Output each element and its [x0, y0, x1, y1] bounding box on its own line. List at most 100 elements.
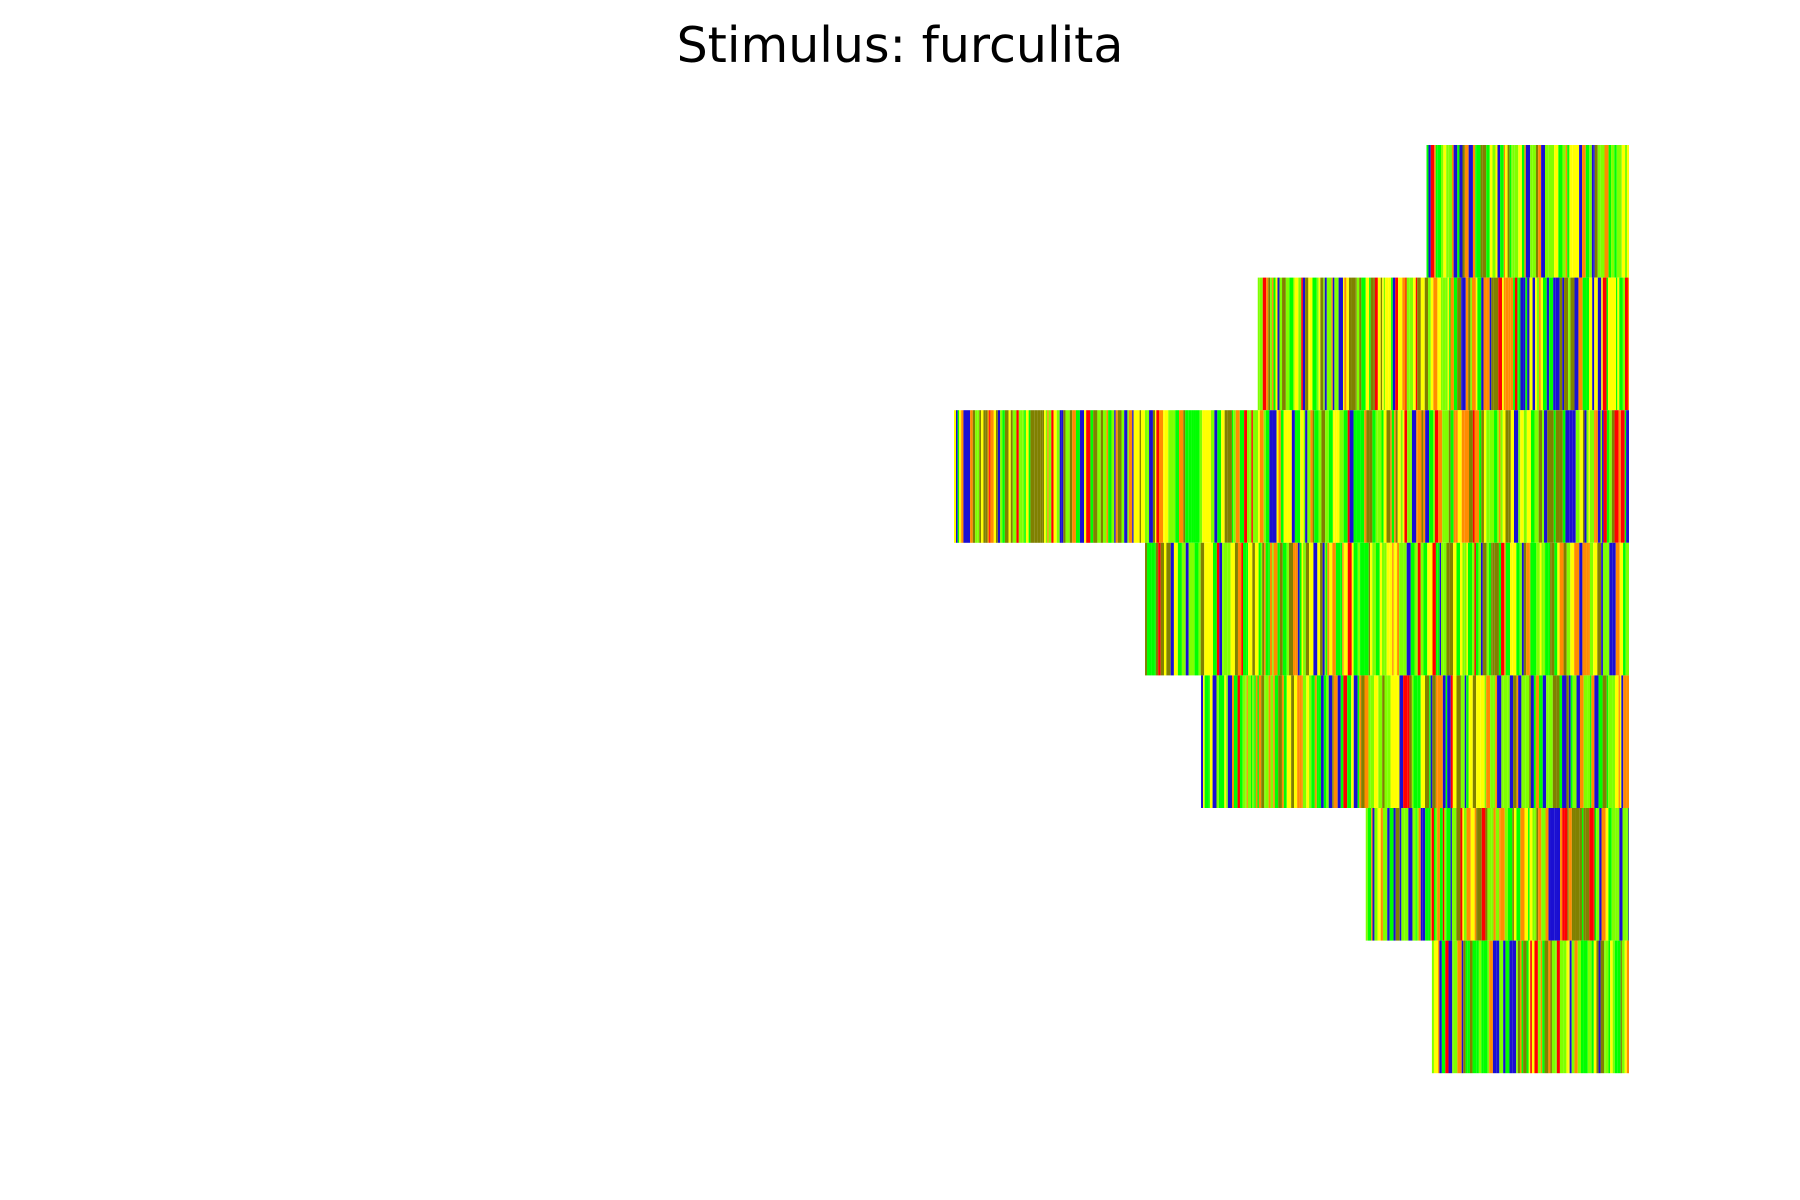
raster-stripe — [1589, 410, 1595, 543]
raster-stripe — [1370, 542, 1373, 676]
raster-stripe — [1544, 410, 1548, 543]
raster-stripe — [1608, 277, 1613, 411]
raster-stripe — [1237, 675, 1240, 808]
raster-stripe — [1287, 410, 1292, 543]
raster-stripe — [1626, 940, 1629, 1074]
raster-stripe — [1555, 940, 1557, 1074]
raster-stripe — [1508, 410, 1511, 543]
raster-stripe — [1364, 675, 1369, 808]
raster-stripe — [1343, 542, 1346, 676]
raster-stripe — [1497, 675, 1502, 808]
raster-stripe — [1353, 542, 1358, 676]
raster-stripe — [1241, 542, 1243, 676]
raster-stripe — [1356, 410, 1361, 543]
raster-stripe — [997, 410, 1001, 543]
raster-stripe — [1100, 410, 1103, 543]
raster-stripe — [1483, 940, 1488, 1074]
raster-stripe — [1208, 675, 1210, 808]
raster-stripe — [1483, 410, 1487, 543]
raster-stripe — [1568, 675, 1571, 808]
raster-stripe — [1562, 410, 1566, 543]
raster-stripe — [1420, 675, 1425, 808]
raster-stripe — [1480, 542, 1483, 676]
raster-stripe — [1450, 808, 1452, 941]
raster-stripe — [1592, 277, 1595, 411]
raster-stripe — [1258, 542, 1261, 676]
raster-stripe — [1523, 410, 1527, 543]
raster-stripe — [1620, 410, 1625, 543]
raster-stripe — [1465, 277, 1469, 411]
raster-stripe — [1609, 542, 1613, 676]
raster-stripe — [1575, 410, 1580, 543]
raster-stripe — [1103, 410, 1107, 543]
raster-stripe — [1383, 410, 1387, 543]
raster-stripe — [1234, 542, 1238, 676]
raster-stripe — [1463, 940, 1466, 1074]
raster-stripe — [1047, 410, 1049, 543]
raster-stripe — [1481, 410, 1484, 543]
raster-stripe — [1619, 277, 1623, 411]
raster-stripe — [1475, 277, 1478, 411]
raster-stripe — [1252, 675, 1255, 808]
raster-stripe — [1421, 410, 1424, 543]
raster-stripe — [1538, 145, 1542, 278]
raster-stripe — [1516, 542, 1520, 676]
raster-stripe — [1016, 410, 1019, 543]
raster-stripe — [1585, 145, 1590, 278]
raster-stripe — [1614, 675, 1619, 808]
raster-stripe — [1360, 410, 1365, 543]
raster-stripe — [1037, 410, 1041, 543]
raster-stripe — [1574, 542, 1577, 676]
raster-stripe — [1442, 808, 1445, 941]
raster-stripe — [1320, 277, 1324, 411]
raster-stripe — [1357, 675, 1360, 808]
raster-stripe — [1407, 675, 1410, 808]
raster-stripe — [1345, 542, 1348, 676]
raster-stripe — [1303, 410, 1306, 543]
raster-stripe — [956, 410, 958, 543]
raster-stripe — [1576, 675, 1580, 808]
raster-stripe — [1154, 542, 1156, 676]
raster-stripe — [1343, 410, 1348, 543]
raster-stripe — [1399, 542, 1404, 676]
raster-stripe — [1572, 675, 1577, 808]
raster-stripe — [1505, 410, 1509, 543]
raster-stripe — [1347, 410, 1350, 543]
raster-stripe — [1456, 675, 1461, 808]
raster-stripe — [1404, 808, 1409, 941]
raster-stripe — [1375, 410, 1378, 543]
raster-stripe — [1450, 277, 1454, 411]
raster-stripe — [1481, 277, 1484, 411]
raster-stripe — [1403, 542, 1407, 676]
raster-stripe — [1268, 675, 1271, 808]
raster-stripe — [1163, 410, 1165, 543]
raster-stripe — [1621, 675, 1624, 808]
raster-stripe — [1620, 940, 1622, 1074]
raster-stripe — [1195, 410, 1200, 543]
raster-stripe — [1351, 277, 1356, 411]
raster-stripe — [1518, 277, 1521, 411]
raster-stripe — [1297, 675, 1300, 808]
raster-stripe — [1403, 675, 1408, 808]
raster-stripe — [1297, 542, 1300, 676]
raster-stripe — [1114, 410, 1116, 543]
raster-stripe — [1355, 277, 1357, 411]
raster-stripe — [1163, 542, 1167, 676]
raster-stripe — [1409, 277, 1414, 411]
raster-row-2 — [1257, 277, 1629, 411]
raster-stripe — [1593, 542, 1598, 676]
raster-stripe — [1332, 277, 1335, 411]
raster-stripe — [1590, 675, 1592, 808]
raster-stripe — [1185, 542, 1189, 676]
raster-stripe — [1312, 410, 1315, 543]
raster-stripe — [1393, 542, 1396, 676]
raster-stripe — [1621, 145, 1626, 278]
raster-stripe — [1004, 410, 1009, 543]
raster-stripe — [1285, 277, 1290, 411]
raster-stripe — [1612, 940, 1615, 1074]
raster-stripe — [1501, 542, 1505, 676]
raster-stripe — [1483, 277, 1487, 411]
raster-stripe — [1532, 277, 1536, 411]
raster-stripe — [1030, 410, 1035, 543]
raster-stripe — [1061, 410, 1064, 543]
